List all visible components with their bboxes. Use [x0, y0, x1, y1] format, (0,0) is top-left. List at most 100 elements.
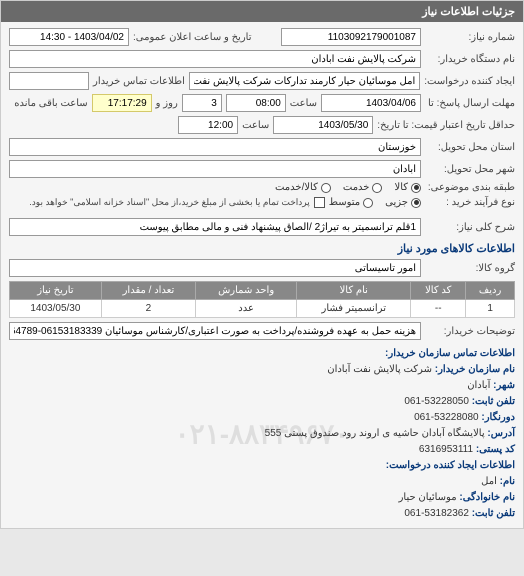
- td-qty: 2: [101, 300, 195, 318]
- buyer-org-label: نام دستگاه خریدار:: [425, 54, 515, 65]
- radio-service[interactable]: خدمت: [343, 182, 383, 193]
- lname-value: موسائیان حیار: [399, 492, 457, 503]
- fname-label: نام:: [500, 476, 515, 487]
- radio-small[interactable]: جزیی: [385, 197, 421, 208]
- contact-notes: اطلاعات تماس سازمان خریدار: نام سازمان خ…: [9, 346, 515, 522]
- resp-time-input[interactable]: [226, 94, 286, 112]
- row-buy-type: نوع فرآیند خرید : جزیی متوسط پرداخت تمام…: [9, 197, 515, 208]
- cpost-value: 6316953111: [419, 444, 473, 455]
- radio-service-label: خدمت: [343, 182, 370, 193]
- ccity-label: شهر:: [493, 380, 515, 391]
- td-date: 1403/05/30: [10, 300, 102, 318]
- td-code: --: [411, 300, 466, 318]
- buyer-contact-input[interactable]: [9, 72, 89, 90]
- radio-both[interactable]: کالا/خدمت: [275, 182, 331, 193]
- td-name: ترانسمیتر فشار: [297, 300, 411, 318]
- radio-small-label: جزیی: [385, 197, 408, 208]
- need-title-input[interactable]: [9, 218, 421, 236]
- req-number-input[interactable]: [281, 28, 421, 46]
- buyer-note-input[interactable]: [9, 322, 421, 340]
- table-row[interactable]: 1 -- ترانسمیتر فشار عدد 2 1403/05/30: [10, 300, 515, 318]
- table-header-row: ردیف کد کالا نام کالا واحد شمارش تعداد /…: [10, 282, 515, 300]
- row-validity: حداقل تاریخ اعتبار قیمت: تا تاریخ: ساعت: [9, 116, 515, 134]
- validity-label: حداقل تاریخ اعتبار قیمت: تا تاریخ:: [377, 120, 515, 131]
- th-unit: واحد شمارش: [196, 282, 297, 300]
- caddr-label: آدرس:: [487, 428, 515, 439]
- radio-dot-icon: [372, 183, 382, 193]
- radio-dot-icon: [363, 198, 373, 208]
- buyer-contact-label: اطلاعات تماس خریدار: [93, 76, 185, 87]
- row-need-title: شرح کلی نیاز:: [9, 218, 515, 236]
- ccity-value: آبادان: [467, 380, 490, 391]
- creator-input[interactable]: [189, 72, 420, 90]
- lname-label: نام خانوادگی:: [459, 492, 515, 503]
- row-buyer-note: توضیحات خریدار:: [9, 322, 515, 340]
- row-req-number: شماره نیاز: تاریخ و ساعت اعلان عمومی:: [9, 28, 515, 46]
- org-label: نام سازمان خریدار:: [435, 364, 515, 375]
- row-province: استان محل تحویل:: [9, 138, 515, 156]
- details-panel: جزئیات اطلاعات نیاز شماره نیاز: تاریخ و …: [0, 0, 524, 529]
- radio-both-label: کالا/خدمت: [275, 182, 318, 193]
- remain-hms-input: [92, 94, 152, 112]
- treasury-checkbox[interactable]: [314, 197, 325, 208]
- city-label: شهر محل تحویل:: [425, 164, 515, 175]
- buy-type-label: نوع فرآیند خرید :: [425, 197, 515, 208]
- need-title-label: شرح کلی نیاز:: [425, 222, 515, 233]
- org-value: شرکت پالایش نفت آبادان: [327, 364, 432, 375]
- resp-deadline-label: مهلت ارسال پاسخ: تا: [425, 98, 515, 109]
- validity-date-input[interactable]: [273, 116, 373, 134]
- th-index: ردیف: [466, 282, 515, 300]
- row-deadline: مهلت ارسال پاسخ: تا ساعت روز و ساعت باقی…: [9, 94, 515, 112]
- row-goods-group: گروه کالا:: [9, 259, 515, 277]
- row-creator: ایجاد کننده درخواست: اطلاعات تماس خریدار: [9, 72, 515, 90]
- row-buyer-org: نام دستگاه خریدار:: [9, 50, 515, 68]
- radio-medium[interactable]: متوسط: [329, 197, 373, 208]
- th-name: نام کالا: [297, 282, 411, 300]
- time-label-2: ساعت: [242, 120, 269, 131]
- announce-label: تاریخ و ساعت اعلان عمومی:: [133, 32, 252, 43]
- cphone2-value: 53182362-061: [404, 508, 469, 519]
- th-date: تاریخ نیاز: [10, 282, 102, 300]
- cphone-label: تلفن ثابت:: [472, 396, 515, 407]
- cpost-label: کد پستی:: [476, 444, 515, 455]
- goods-table: ردیف کد کالا نام کالا واحد شمارش تعداد /…: [9, 281, 515, 318]
- req-number-label: شماره نیاز:: [425, 32, 515, 43]
- goods-group-label: گروه کالا:: [425, 263, 515, 274]
- th-code: کد کالا: [411, 282, 466, 300]
- goods-group-input[interactable]: [9, 259, 421, 277]
- goods-section-header: اطلاعات کالاهای مورد نیاز: [9, 242, 515, 255]
- radio-dot-icon: [321, 183, 331, 193]
- validity-time-input[interactable]: [178, 116, 238, 134]
- fname-value: امل: [481, 476, 497, 487]
- buyer-note-label: توضیحات خریدار:: [425, 326, 515, 337]
- panel-title: جزئیات اطلاعات نیاز: [1, 1, 523, 22]
- row-city: شهر محل تحویل:: [9, 160, 515, 178]
- buy-type-note: پرداخت تمام یا بخشی از مبلغ خرید،از محل …: [29, 197, 309, 208]
- td-index: 1: [466, 300, 515, 318]
- remain-days-input[interactable]: [182, 94, 222, 112]
- radio-dot-icon: [411, 183, 421, 193]
- th-qty: تعداد / مقدار: [101, 282, 195, 300]
- buyer-org-input[interactable]: [9, 50, 421, 68]
- resp-date-input[interactable]: [321, 94, 421, 112]
- cfax-label: دورنگار:: [481, 412, 515, 423]
- city-input[interactable]: [9, 160, 421, 178]
- td-unit: عدد: [196, 300, 297, 318]
- radio-medium-label: متوسط: [329, 197, 360, 208]
- creator-header: اطلاعات ایجاد کننده درخواست:: [386, 460, 515, 471]
- radio-goods[interactable]: کالا: [394, 182, 421, 193]
- remain-tail-label: ساعت باقی مانده: [14, 98, 87, 109]
- radio-goods-label: کالا: [394, 182, 408, 193]
- contact-header: اطلاعات تماس سازمان خریدار:: [385, 348, 515, 359]
- category-label: طبقه بندی موضوعی:: [425, 182, 515, 193]
- row-category: طبقه بندی موضوعی: کالا خدمت کالا/خدمت: [9, 182, 515, 193]
- time-label-1: ساعت: [290, 98, 317, 109]
- panel-body: شماره نیاز: تاریخ و ساعت اعلان عمومی: نا…: [1, 22, 523, 528]
- buy-type-radio-group: جزیی متوسط: [329, 197, 421, 208]
- announce-input[interactable]: [9, 28, 129, 46]
- province-label: استان محل تحویل:: [425, 142, 515, 153]
- cphone-value: 53228050-061: [404, 396, 469, 407]
- province-input[interactable]: [9, 138, 421, 156]
- creator-label: ایجاد کننده درخواست:: [424, 76, 515, 87]
- cphone2-label: تلفن ثابت:: [472, 508, 515, 519]
